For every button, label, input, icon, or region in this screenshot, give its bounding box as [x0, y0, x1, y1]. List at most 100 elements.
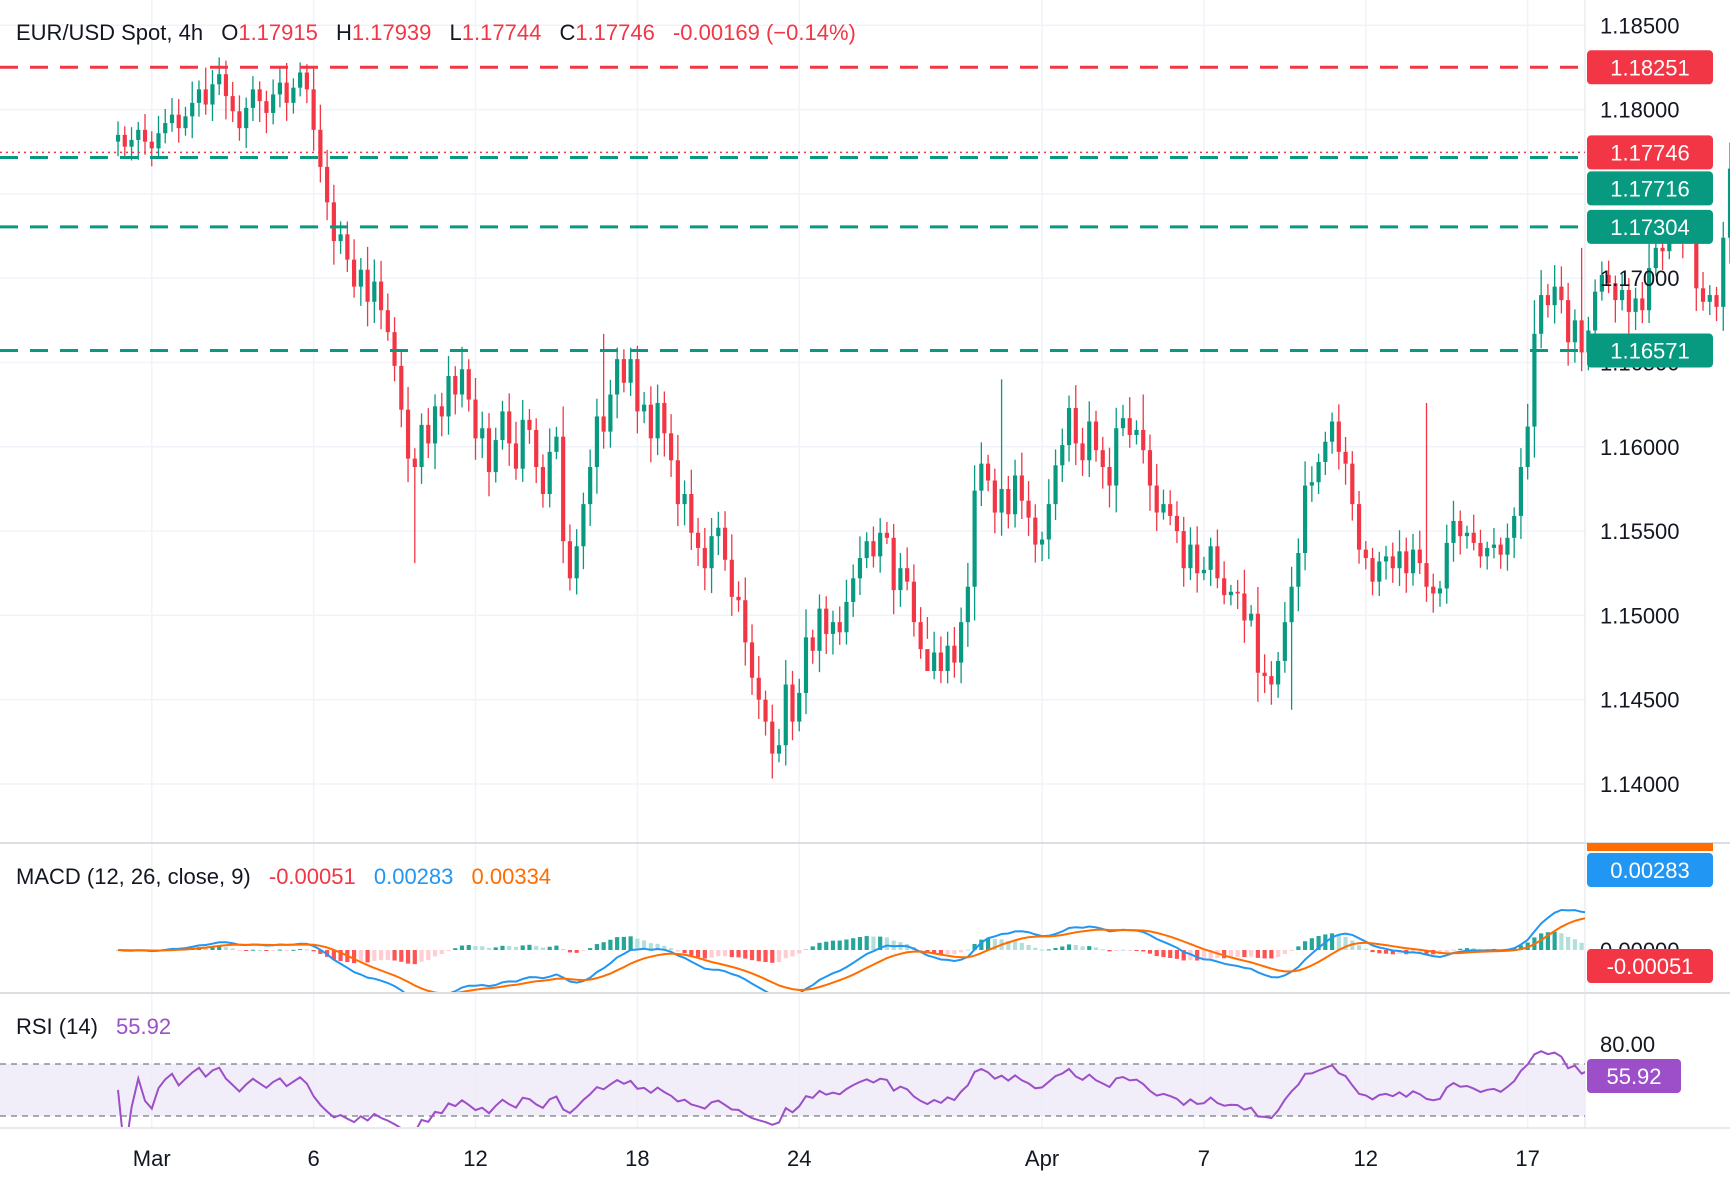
candle — [1572, 309, 1577, 363]
macd-histogram-bar — [1518, 945, 1524, 950]
candle — [1431, 573, 1436, 613]
macd-histogram-bar — [1242, 950, 1247, 958]
candle — [1653, 237, 1658, 277]
macd-histogram-bar — [1039, 949, 1045, 951]
change-value: -0.00169 (−0.14%) — [673, 20, 856, 45]
candle — [534, 418, 539, 484]
macd-histogram-bar — [250, 949, 256, 951]
macd-histogram-bar — [1370, 950, 1375, 953]
candle — [851, 564, 856, 617]
candle — [992, 468, 997, 534]
candle — [493, 427, 498, 483]
candle — [378, 260, 384, 330]
candle — [385, 293, 390, 341]
candle — [352, 239, 357, 298]
candle — [1633, 287, 1638, 330]
candle — [803, 609, 809, 715]
candle — [1485, 541, 1490, 570]
candle — [237, 95, 242, 141]
candle — [1478, 529, 1483, 568]
candle — [891, 524, 896, 615]
candle — [230, 82, 235, 123]
macd-histogram-bar — [223, 947, 229, 950]
svg-text:1.16571: 1.16571 — [1610, 339, 1690, 364]
low-label: L — [450, 20, 462, 45]
macd-histogram-bar — [1073, 944, 1078, 950]
candle — [1026, 481, 1031, 536]
macd-histogram-bar — [439, 950, 444, 954]
candle — [1296, 538, 1301, 612]
candle — [271, 79, 276, 125]
candle — [1201, 556, 1207, 581]
candle — [500, 400, 505, 450]
candle — [911, 564, 916, 637]
macd-histogram-bar — [621, 936, 626, 950]
last-price-tag: 1.17746 — [1587, 135, 1713, 170]
candle — [1228, 584, 1233, 606]
candle — [1323, 431, 1328, 475]
symbol-label: EUR/USD Spot, 4h — [16, 20, 203, 45]
candle — [142, 114, 148, 155]
macd-histogram-bar — [1053, 947, 1058, 950]
time-tick-label: 12 — [463, 1146, 487, 1171]
candle — [1073, 385, 1078, 466]
candle — [1700, 271, 1706, 311]
rsi-value-tag: 55.92 — [1587, 1059, 1681, 1093]
candle — [547, 428, 552, 508]
candle — [196, 80, 202, 117]
candle — [588, 449, 593, 526]
candle — [432, 394, 438, 470]
low-value: 1.17744 — [462, 20, 542, 45]
macd-histogram-bar — [372, 950, 377, 961]
candle — [1350, 451, 1355, 521]
time-tick-label: Mar — [133, 1146, 171, 1171]
candle — [608, 379, 613, 448]
candle — [1161, 489, 1166, 520]
macd-histogram-bar — [1566, 936, 1571, 950]
candle — [1599, 261, 1604, 301]
macd-histogram-bar — [1060, 946, 1065, 950]
candle — [695, 517, 701, 566]
candle — [1276, 652, 1281, 698]
candle — [1640, 281, 1645, 324]
macd-histogram-bar — [453, 948, 458, 950]
macd-histogram-bar — [419, 950, 424, 962]
candle — [1087, 401, 1092, 477]
candle — [709, 518, 714, 594]
candle — [1235, 579, 1240, 609]
candle — [1451, 500, 1456, 562]
candle — [675, 434, 680, 527]
candle — [749, 624, 755, 695]
macd-histogram-bar — [1282, 950, 1287, 954]
candle — [318, 104, 323, 183]
macd-histogram-bar — [365, 950, 370, 963]
macd-histogram-bar — [1363, 948, 1368, 950]
macd-title: MACD (12, 26, close, 9) — [16, 864, 251, 889]
macd-legend: MACD (12, 26, close, 9) -0.00051 0.00283… — [16, 864, 551, 889]
candle — [938, 636, 943, 684]
macd-histogram-bar — [426, 950, 431, 960]
candle — [837, 606, 842, 645]
macd-histogram-bar — [986, 938, 991, 950]
candle — [965, 562, 970, 647]
candle — [662, 391, 667, 457]
macd-histogram-bar — [648, 943, 653, 950]
macd-histogram-bar — [749, 950, 755, 961]
candle — [1195, 526, 1200, 593]
macd-histogram-bar — [520, 945, 525, 950]
candle — [136, 122, 141, 160]
candle — [716, 511, 721, 556]
candle — [358, 258, 363, 306]
macd-signal-tag — [1587, 843, 1713, 851]
macd-histogram-bar — [1168, 950, 1173, 958]
time-tick-label: 7 — [1198, 1146, 1210, 1171]
macd-histogram-bar — [594, 944, 599, 950]
macd-histogram-bar — [1141, 950, 1146, 952]
candle — [817, 594, 822, 673]
macd-histogram-bar — [675, 950, 680, 952]
macd-histogram-bar — [1107, 950, 1112, 952]
level-tag: 1.17304 — [1587, 209, 1713, 244]
candle — [770, 704, 775, 779]
candle — [601, 333, 606, 449]
